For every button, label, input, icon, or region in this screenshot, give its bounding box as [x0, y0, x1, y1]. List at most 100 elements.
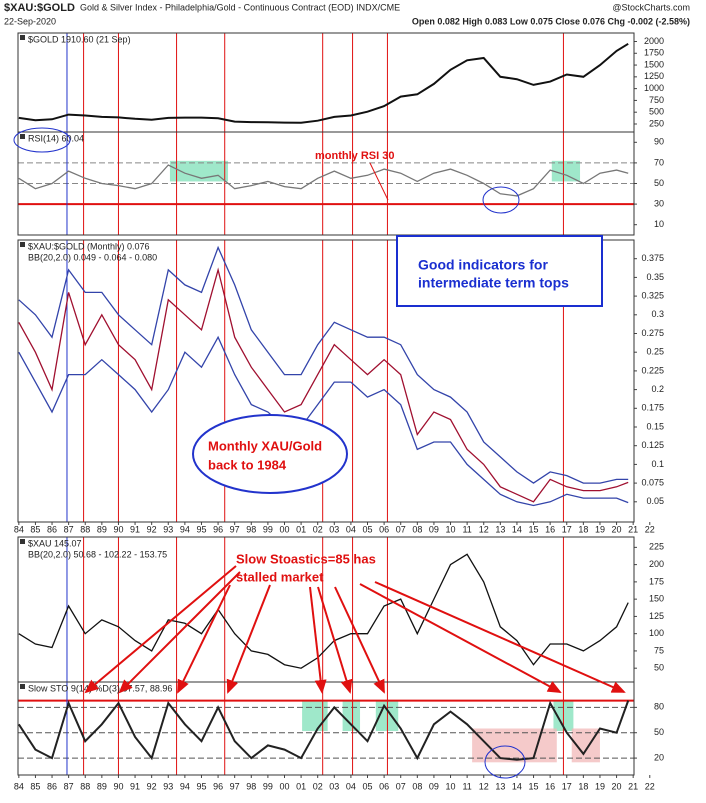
x-tick-label: 08	[412, 781, 422, 791]
series-line	[18, 553, 629, 669]
x-tick-label: 21	[628, 524, 638, 534]
x-tick-label: 13	[495, 781, 505, 791]
x-tick-label: 12	[479, 781, 489, 791]
y-tick-label: 100	[649, 628, 664, 638]
x-tick-label: 10	[446, 781, 456, 791]
y-tick-label: 0.125	[641, 440, 664, 450]
x-tick-label: 00	[279, 524, 289, 534]
panel-title: RSI(14) 60.04	[28, 133, 84, 143]
y-tick-label: 10	[654, 219, 664, 229]
ellipse	[482, 186, 520, 214]
x-tick-label: 22	[645, 781, 655, 791]
x-tick-label: 16	[545, 524, 555, 534]
x-tick-label: 90	[113, 781, 123, 791]
x-tick-label: 15	[529, 524, 539, 534]
note-text: intermediate term tops	[418, 275, 569, 291]
x-tick-label: 96	[213, 781, 223, 791]
series-line	[18, 164, 629, 197]
title-bg	[20, 134, 25, 139]
y-tick-label: 0.225	[641, 365, 664, 375]
symbol: $XAU:$GOLD	[4, 2, 75, 14]
x-tick-label: 19	[595, 524, 605, 534]
series-line	[18, 267, 629, 503]
x-tick-label: 88	[80, 524, 90, 534]
x-tick-label: 84	[14, 524, 24, 534]
x-tick-label: 95	[196, 781, 206, 791]
ellipse	[13, 127, 71, 153]
y-tick-label: 0.075	[641, 477, 664, 487]
x-tick-label: 07	[396, 781, 406, 791]
highlight	[551, 160, 581, 182]
y-tick-label: 250	[649, 118, 664, 128]
panel-frame	[17, 131, 635, 236]
x-tick-label: 93	[163, 781, 173, 791]
x-tick-label: 06	[379, 524, 389, 534]
sto-note: Slow Stoastics=85 has	[236, 551, 376, 566]
title-bg	[20, 242, 25, 247]
x-tick-label: 08	[412, 524, 422, 534]
x-tick-label: 02	[313, 781, 323, 791]
ellipse-text: back to 1984	[208, 457, 287, 472]
x-tick-label: 12	[479, 524, 489, 534]
y-tick-label: 0.175	[641, 403, 664, 413]
x-tick-label: 86	[47, 781, 57, 791]
highlight	[302, 700, 328, 732]
x-tick-label: 05	[363, 524, 373, 534]
x-tick-label: 10	[446, 524, 456, 534]
x-tick-label: 22	[645, 524, 655, 534]
series-line	[18, 245, 629, 484]
x-tick-label: 87	[64, 781, 74, 791]
x-tick-label: 14	[512, 781, 522, 791]
note-text: Good indicators for	[418, 257, 548, 273]
x-tick-label: 17	[562, 524, 572, 534]
x-tick-label: 21	[628, 781, 638, 791]
y-tick-label: 0.3	[651, 309, 664, 319]
x-tick-label: 85	[30, 781, 40, 791]
y-tick-label: 20	[654, 752, 664, 762]
x-tick-label: 84	[14, 781, 24, 791]
x-tick-label: 02	[313, 524, 323, 534]
x-tick-label: 92	[147, 524, 157, 534]
rsi-note: monthly RSI 30	[315, 150, 394, 162]
panel-frame	[17, 239, 635, 523]
x-tick-label: 98	[246, 524, 256, 534]
highlight	[472, 728, 557, 763]
ellipse	[484, 745, 526, 779]
y-tick-label: 0.2	[651, 384, 664, 394]
x-tick-label: 15	[529, 781, 539, 791]
x-tick-label: 11	[462, 781, 471, 791]
highlight	[169, 160, 229, 182]
y-tick-label: 0.1	[651, 459, 664, 469]
x-tick-label: 04	[346, 524, 356, 534]
y-tick-label: 80	[654, 702, 664, 712]
y-tick-label: 70	[654, 157, 664, 167]
y-tick-label: 0.325	[641, 290, 664, 300]
x-tick-label: 09	[429, 781, 439, 791]
ellipse	[192, 414, 348, 494]
title-bg	[20, 684, 25, 689]
x-tick-label: 92	[147, 781, 157, 791]
ohlc: Open 0.082 High 0.083 Low 0.075 Close 0.…	[412, 16, 690, 26]
symbol-name: Gold & Silver Index - Philadelphia/Gold …	[80, 2, 400, 12]
x-tick-label: 18	[578, 781, 588, 791]
x-tick-label: 19	[595, 781, 605, 791]
x-tick-label: 00	[279, 781, 289, 791]
x-tick-label: 03	[329, 781, 339, 791]
y-tick-label: 150	[649, 594, 664, 604]
brand: @StockCharts.com	[612, 2, 690, 12]
x-tick-label: 07	[396, 524, 406, 534]
x-tick-label: 06	[379, 781, 389, 791]
panel-title: $GOLD 1910.60 (21 Sep)	[28, 34, 131, 44]
y-tick-label: 0.275	[641, 328, 664, 338]
x-tick-label: 14	[512, 524, 522, 534]
x-tick-label: 93	[163, 524, 173, 534]
y-tick-label: 2000	[644, 36, 664, 46]
x-tick-label: 97	[230, 781, 240, 791]
x-tick-label: 99	[263, 524, 273, 534]
x-tick-label: 11	[462, 524, 471, 534]
y-tick-label: 30	[654, 198, 664, 208]
x-tick-label: 17	[562, 781, 572, 791]
y-tick-label: 0.15	[646, 421, 664, 431]
